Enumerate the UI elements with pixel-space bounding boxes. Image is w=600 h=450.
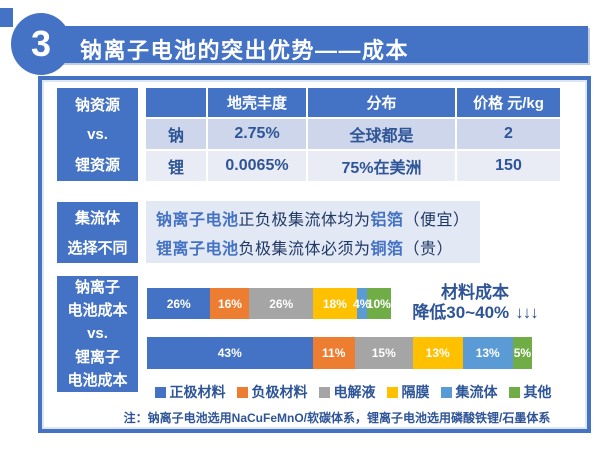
table-header-cell: 地壳丰度 xyxy=(208,88,306,117)
legend-swatch-icon xyxy=(236,386,248,398)
bar-segment: 11% xyxy=(312,337,355,369)
table-cell: 150 xyxy=(457,151,560,181)
plain-text: （便宜） xyxy=(403,211,470,229)
legend-swatch-icon xyxy=(386,386,398,398)
bar-segment-label: 11% xyxy=(322,346,346,360)
bar-segment-label: 26% xyxy=(166,296,191,311)
table-header-cell xyxy=(146,88,206,117)
side-label-line: 钠资源 xyxy=(74,96,120,114)
table-header-cell: 分布 xyxy=(308,88,455,117)
bar-segment: 16% xyxy=(210,288,250,319)
legend-swatch-icon xyxy=(508,386,520,398)
legend-swatch-icon xyxy=(154,386,166,398)
bar-segment: 26% xyxy=(147,288,211,319)
side-label-line: 集流体 xyxy=(74,209,120,227)
bar-segment: 13% xyxy=(462,337,513,369)
plain-text: （贵） xyxy=(403,240,454,258)
highlight-text: 锂离子电池 xyxy=(156,240,239,258)
legend-item: 其他 xyxy=(508,382,552,402)
bar-segment-label: 13% xyxy=(425,346,450,360)
bar-segment-label: 15% xyxy=(371,346,396,360)
table-cell: 75%在美洲 xyxy=(308,151,455,181)
bar-segment-label: 5% xyxy=(513,346,532,360)
side-label-line: vs. xyxy=(87,325,108,343)
annotation-line1: 材料成本 xyxy=(441,283,509,302)
bar-segment: 10% xyxy=(366,288,392,319)
side-label-line: 选择不同 xyxy=(67,240,128,258)
legend-label: 其他 xyxy=(523,384,552,400)
table-cell: 全球都是 xyxy=(308,119,455,149)
legend-label: 集流体 xyxy=(455,384,498,400)
sodium-cost-bar: 26% 16% 26% 18% 4% 10% xyxy=(147,288,392,319)
page-title: 钠离子电池的突出优势——成本 xyxy=(80,38,410,63)
legend-label: 负极材料 xyxy=(251,384,308,400)
table-cell: 0.0065% xyxy=(208,151,306,181)
slide-number: 3 xyxy=(30,23,52,64)
bar-segment-label: 10% xyxy=(366,296,391,311)
collector-line: 锂离子电池负极集流体必须为铜箔（贵） xyxy=(156,235,470,259)
down-arrows-icon: ↓↓↓ xyxy=(515,303,538,322)
collector-line: 钠离子电池正负极集流体均为铝箔（便宜） xyxy=(156,206,470,230)
annotation-line2: 降低30~40% ↓↓↓ xyxy=(390,303,560,323)
bar-segment: 15% xyxy=(354,337,413,369)
collector-panel: 钠离子电池正负极集流体均为铝箔（便宜） 锂离子电池负极集流体必须为铜箔（贵） xyxy=(146,201,480,263)
lithium-cost-bar: 43% 11% 15% 13% 13% 5% xyxy=(147,337,532,369)
bar-segment-label: 4% xyxy=(353,296,371,311)
bar-segment-label: 18% xyxy=(322,296,347,311)
collector-side-label: 集流体 选择不同 xyxy=(57,202,138,263)
legend-item: 负极材料 xyxy=(236,382,308,402)
bar-segment-label: 26% xyxy=(269,296,294,311)
table-cell: 2.75% xyxy=(208,119,306,149)
highlight-text: 铜箔 xyxy=(370,240,404,258)
resources-table: 地壳丰度 分布 价格 元/kg 钠 2.75% 全球都是 2 锂 0.0065% 75%在美洲 15… xyxy=(146,88,560,181)
bar-segment-label: 43% xyxy=(217,346,242,360)
table-cell: 钠 xyxy=(146,119,206,149)
highlight-text: 钠离子电池 xyxy=(156,211,239,229)
table-cell: 2 xyxy=(457,119,560,149)
highlight-text: 铝箔 xyxy=(370,211,404,229)
bar-segment: 4% xyxy=(353,288,370,319)
annotation-text: 降低30~40% xyxy=(412,303,510,322)
bar-segment: 5% xyxy=(512,337,532,369)
resources-side-label: 钠资源 vs. 锂资源 xyxy=(57,88,138,181)
plain-text: 负极集流体必须为 xyxy=(238,240,371,258)
legend-item: 集流体 xyxy=(440,382,498,402)
bar-segment-label: 13% xyxy=(475,346,500,360)
cost-reduction-annotation: 材料成本 降低30~40% ↓↓↓ xyxy=(390,283,560,323)
table-cell: 锂 xyxy=(146,151,206,181)
bar-segment: 26% xyxy=(249,288,313,319)
cost-side-label: 钠离子 电池成本 vs. 锂离子 电池成本 xyxy=(57,276,138,392)
legend-swatch-icon xyxy=(440,386,452,398)
legend-item: 电解液 xyxy=(318,382,376,402)
legend-item: 正极材料 xyxy=(154,382,226,402)
side-label-line: 钠离子 xyxy=(74,279,120,297)
legend-item: 隔膜 xyxy=(386,382,430,402)
slide-number-badge: 3 xyxy=(11,13,71,75)
chart-legend: 正极材料 负极材料 电解液 隔膜 集流体 其他 xyxy=(146,382,560,402)
side-label-line: 锂离子 xyxy=(74,348,120,366)
footnote: 注：钠离子电池选用NaCuFeMnO/软碳体系，锂离子电池选用磷酸铁锂/石墨体系 xyxy=(123,411,551,425)
table-header-cell: 价格 元/kg xyxy=(457,88,560,117)
side-label-line: vs. xyxy=(87,125,108,143)
corner-accent-shape xyxy=(0,8,13,27)
legend-swatch-icon xyxy=(318,386,330,398)
bar-segment: 18% xyxy=(312,288,357,319)
bar-segment: 13% xyxy=(412,337,463,369)
legend-label: 电解液 xyxy=(333,384,376,400)
bar-segment-label: 16% xyxy=(217,296,242,311)
side-label-line: 电池成本 xyxy=(67,302,128,320)
side-label-line: 电池成本 xyxy=(67,371,128,389)
side-label-line: 锂资源 xyxy=(74,157,120,175)
plain-text: 正负极集流体均为 xyxy=(238,211,371,229)
title-bar xyxy=(30,26,588,63)
legend-label: 隔膜 xyxy=(401,384,430,400)
legend-label: 正极材料 xyxy=(169,384,226,400)
bar-segment: 43% xyxy=(147,337,313,369)
